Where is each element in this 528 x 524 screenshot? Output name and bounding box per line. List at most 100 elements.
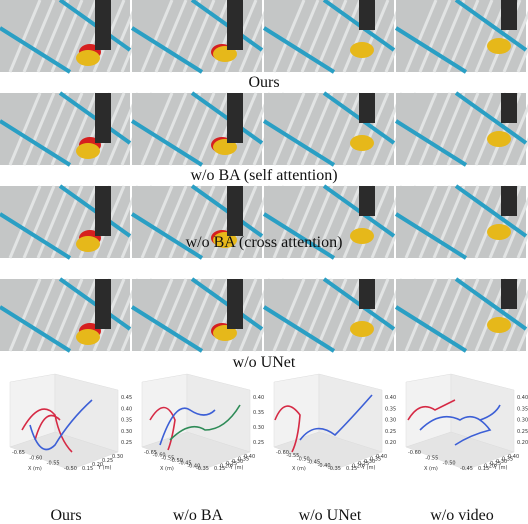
z-tick-label: 0.40 <box>385 395 396 401</box>
y-tick-label: 0.15 <box>346 466 357 472</box>
rack-line <box>140 185 174 259</box>
blue-tape <box>394 212 468 260</box>
blue-tape <box>454 91 528 145</box>
y-tick-label: 0.35 <box>238 456 249 462</box>
rack-line <box>516 323 528 352</box>
trajectory <box>21 408 73 453</box>
video-frame <box>130 91 286 167</box>
rack-line <box>328 0 362 73</box>
video-frame <box>0 277 154 353</box>
rack-line <box>404 278 438 352</box>
x-tick-label: -0.65 <box>12 450 25 456</box>
x-tick-label: -0.55 <box>161 455 174 461</box>
y-tick-label: 0.40 <box>244 454 255 460</box>
gripper <box>227 186 243 236</box>
axis-pane <box>273 431 383 471</box>
trajectory <box>419 404 501 446</box>
y-tick-label: 0.25 <box>358 461 369 467</box>
rack-line <box>140 92 174 166</box>
rack-line <box>8 0 42 73</box>
trajectory <box>169 404 241 441</box>
rack-line <box>36 278 70 352</box>
x-tick-label: -0.60 <box>276 450 289 456</box>
rack-line <box>432 185 466 259</box>
yellow-bowl <box>487 224 511 240</box>
x-tick-label: -0.60 <box>408 450 421 456</box>
y-axis-label: Y (m) <box>361 465 375 471</box>
row-caption: Ours <box>248 74 279 91</box>
z-tick-label: 0.25 <box>385 429 396 435</box>
gripper <box>359 0 375 30</box>
rack-line <box>502 289 528 352</box>
rack-line <box>168 0 202 73</box>
y-tick-label: 0.25 <box>226 461 237 467</box>
blue-tape <box>394 119 468 167</box>
rack-line <box>328 185 362 259</box>
blue-tape <box>0 305 72 353</box>
x-tick-label: -0.60 <box>29 455 42 461</box>
rack-line <box>154 278 188 352</box>
blue-tape <box>394 26 468 74</box>
y-tick-label: 0.15 <box>82 466 93 472</box>
z-tick-label: 0.35 <box>121 418 132 424</box>
z-tick-label: 0.30 <box>517 418 528 424</box>
rack-line <box>196 278 230 352</box>
y-tick-label: 0.40 <box>508 454 519 460</box>
rack-line <box>36 92 70 166</box>
x-tick-label: -0.50 <box>297 456 310 462</box>
z-tick-label: 0.35 <box>253 410 264 416</box>
rack-line <box>36 185 70 259</box>
rack-line <box>300 92 334 166</box>
rack-line <box>196 185 230 259</box>
x-tick-label: -0.35 <box>196 466 209 472</box>
y-tick-label: 0.40 <box>376 454 387 460</box>
y-tick-label: 0.35 <box>370 456 381 462</box>
rack-line <box>502 10 528 73</box>
blue-tape <box>394 305 468 353</box>
rack-line <box>286 185 320 259</box>
video-frame <box>130 184 286 260</box>
y-tick-label: 0.20 <box>484 464 495 470</box>
rack-line <box>168 278 202 352</box>
rack-line <box>154 92 188 166</box>
gripper <box>359 186 375 216</box>
x-tick-label: -0.55 <box>47 461 60 467</box>
blue-tape <box>262 305 336 353</box>
gripper <box>95 93 111 143</box>
y-axis-label: Y (m) <box>493 465 507 471</box>
y-tick-label: 0.25 <box>102 458 113 464</box>
plot-caption: w/o UNet <box>299 507 362 524</box>
x-axis-label: X (m) <box>292 466 306 472</box>
video-frame <box>262 91 418 167</box>
yellow-bowl <box>76 50 100 66</box>
x-tick-label: -0.50 <box>170 458 183 464</box>
x-axis-label: X (m) <box>28 466 42 472</box>
z-tick-label: 0.40 <box>517 395 528 401</box>
gripper <box>227 0 243 50</box>
trajectory <box>149 406 176 451</box>
blue-tape <box>262 26 336 74</box>
yellow-bowl <box>350 42 374 58</box>
rack-line <box>8 185 42 259</box>
rack-line <box>300 0 334 73</box>
blue-tape <box>454 0 528 52</box>
rack-line <box>418 278 452 352</box>
rack-line <box>196 92 230 166</box>
y-tick-label: 0.30 <box>232 459 243 465</box>
z-tick-label: 0.25 <box>121 440 132 446</box>
x-tick-label: -0.65 <box>144 450 157 456</box>
rack-line <box>196 0 230 73</box>
x-axis-label: X (m) <box>160 466 174 472</box>
z-tick-label: 0.40 <box>121 406 132 412</box>
blue-tape <box>130 305 204 353</box>
z-tick-label: 0.25 <box>253 440 264 446</box>
yellow-bowl <box>350 321 374 337</box>
rack-line <box>64 185 98 259</box>
blue-tape <box>262 212 336 260</box>
z-tick-label: 0.20 <box>385 440 396 446</box>
rack-line <box>502 196 528 259</box>
y-axis-label: Y (m) <box>97 465 111 471</box>
rack-line <box>154 185 188 259</box>
rack-line <box>460 92 494 166</box>
